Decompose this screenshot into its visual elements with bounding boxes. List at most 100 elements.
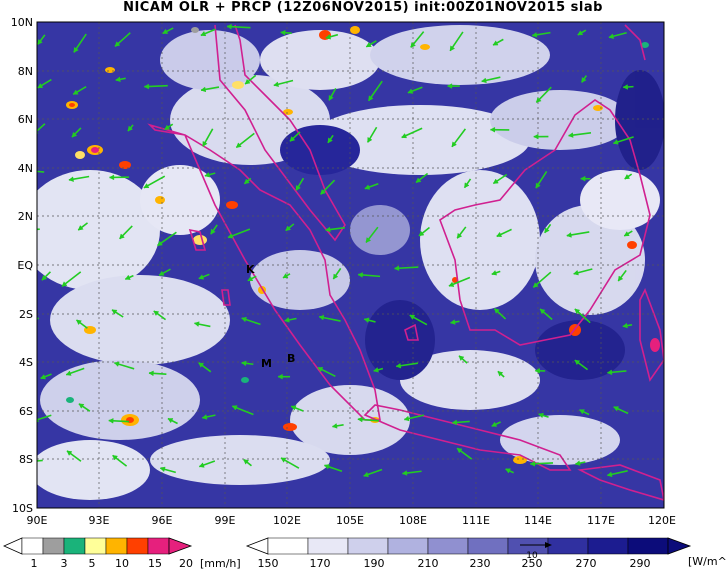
wind-vector-head xyxy=(241,360,247,367)
wind-vector-head xyxy=(622,84,629,90)
olr-colorbar-label: 150 xyxy=(258,557,279,570)
wind-vector-head xyxy=(613,406,620,412)
wind-vector-head xyxy=(113,361,120,367)
sumatra-coast xyxy=(147,123,381,421)
wind-vector-head xyxy=(37,39,43,45)
wind-vector-head xyxy=(153,310,160,317)
wind-vector-head xyxy=(449,319,456,325)
wind-vector-head xyxy=(364,184,371,190)
wind-vector-head xyxy=(539,308,546,315)
precip-color-swatch xyxy=(84,537,107,555)
wind-vector-head xyxy=(247,276,254,281)
wind-vector-head xyxy=(318,314,325,321)
wind-vector-head xyxy=(159,466,166,473)
plot-frame xyxy=(36,21,665,509)
precip-color-swatch xyxy=(126,537,149,555)
wind-vector-head xyxy=(77,224,84,231)
lat-label: 2N xyxy=(18,210,33,223)
precip-colorbar-left-arrow xyxy=(3,537,23,555)
lon-label: 117E xyxy=(587,514,615,527)
olr-colorbar-label: 250 xyxy=(522,557,543,570)
lat-label: EQ xyxy=(17,259,33,272)
wind-vector-head xyxy=(612,139,619,145)
wind-vector-head xyxy=(226,23,232,30)
wind-vector-head xyxy=(328,94,334,101)
wind-vector-head xyxy=(574,460,581,466)
olr-color-swatch xyxy=(307,537,349,555)
lon-label: 93E xyxy=(89,514,110,527)
wind-vector-head xyxy=(119,233,125,240)
wind-vector-head xyxy=(111,309,118,315)
wind-vector-head xyxy=(403,415,410,422)
small-island-1 xyxy=(404,323,419,341)
lat-label: 8N xyxy=(18,65,33,78)
wind-vector-head xyxy=(574,308,581,315)
wind-vector-head xyxy=(127,125,134,132)
wind-vector-head xyxy=(617,275,624,282)
wind-vector-head xyxy=(410,42,416,48)
olr-color-swatch xyxy=(267,537,309,555)
olr-colorbar-label: 270 xyxy=(576,557,597,570)
lat-label: 10N xyxy=(11,16,33,29)
wind-vector-head xyxy=(210,228,216,235)
lon-label: 102E xyxy=(273,514,301,527)
wind-vector-head xyxy=(280,29,286,36)
olr-color-swatch xyxy=(467,537,509,555)
wind-vector-head xyxy=(164,124,171,130)
lon-label: 99E xyxy=(215,514,236,527)
precip-colorbar: 1 3 5 10 15 20 [mm/h] xyxy=(3,537,241,570)
wind-vector-head xyxy=(323,464,330,470)
wind-vector-head xyxy=(573,269,579,276)
precip-color-swatch xyxy=(42,537,65,555)
wind-vector-head xyxy=(295,184,301,191)
wind-vector-head xyxy=(202,140,208,147)
wind-vector-head xyxy=(65,370,72,376)
wind-vector-head xyxy=(204,171,211,178)
wind-vector-head xyxy=(505,468,511,474)
precip-colorbar-label: 20 xyxy=(179,557,193,570)
wind-vector-head xyxy=(273,81,280,87)
wind-vector-head xyxy=(401,470,408,476)
olr-colorbar: 10 150 170 190 210 230 250 270 290 [W/m^… xyxy=(245,537,726,570)
olr-colorbar-right-arrow xyxy=(667,537,692,555)
wind-vector-head xyxy=(464,182,470,189)
wind-vector-head xyxy=(373,367,379,373)
wind-vector-head xyxy=(282,273,289,279)
wind-vector-head xyxy=(608,33,615,39)
wind-vector-head xyxy=(368,95,374,102)
wind-vector-head xyxy=(535,182,541,189)
wind-vector-head xyxy=(200,30,207,37)
wind-vector-head xyxy=(108,174,115,181)
marker-m: M xyxy=(261,357,272,370)
wind-vector-head xyxy=(357,272,363,278)
olr-colorbar-left-arrow xyxy=(245,537,269,555)
olr-colorbar-label: 210 xyxy=(418,557,439,570)
precip-colorbar-label: 5 xyxy=(89,557,96,570)
wind-vector-head xyxy=(143,183,150,189)
wind-vector-head xyxy=(451,419,458,426)
olr-color-swatch xyxy=(387,537,429,555)
wind-vector-head xyxy=(581,76,587,83)
lat-label: 8S xyxy=(19,453,33,466)
vector-reference-arrowhead xyxy=(545,542,552,548)
wind-vector-head xyxy=(198,362,205,368)
wind-vector-head xyxy=(494,308,500,314)
lon-label: 90E xyxy=(27,514,48,527)
wind-vector-head xyxy=(622,322,628,329)
wind-vector-head xyxy=(538,412,544,419)
lat-label: 2S xyxy=(19,308,33,321)
olr-color-swatch xyxy=(587,537,629,555)
vector-reference-label: 10 xyxy=(526,551,538,561)
wind-vector-head xyxy=(566,232,572,238)
wind-vector-head xyxy=(78,403,85,409)
lon-label: 111E xyxy=(462,514,490,527)
wind-vector-head xyxy=(395,362,402,369)
wind-vector-head xyxy=(327,137,333,144)
wind-vector-head xyxy=(456,447,463,454)
wind-vector-head xyxy=(201,414,208,420)
marker-k: K xyxy=(246,263,255,276)
wind-vector-head xyxy=(401,133,408,139)
wind-vector-head xyxy=(491,270,498,276)
wind-vector-head xyxy=(451,141,457,148)
wind-vector-head xyxy=(418,230,425,237)
